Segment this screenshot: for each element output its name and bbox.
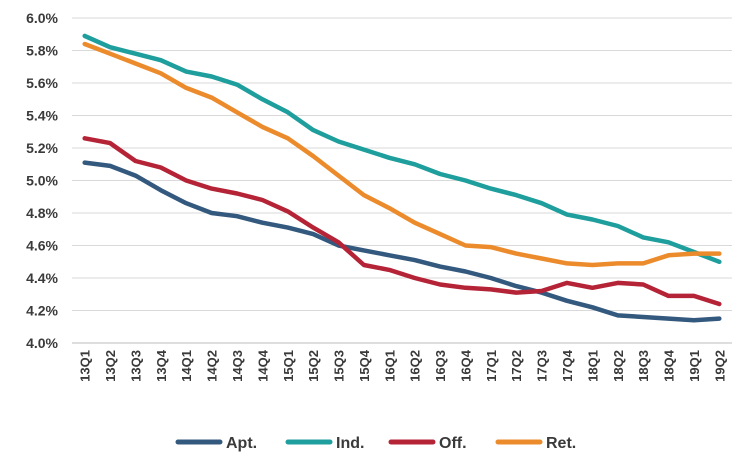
x-tick-label: 13Q3 [128,350,143,382]
series-line-off [82,136,722,307]
x-tick-label: 16Q2 [408,350,423,382]
x-tick-label: 15Q1 [281,350,296,382]
y-tick-label: 5.8% [26,43,58,59]
y-tick-label: 5.6% [26,75,58,91]
legend-label: Ret. [546,435,576,452]
series-lines [82,33,722,323]
y-tick-label: 5.2% [26,140,58,156]
y-axis-ticks: 4.0% 4.2% 4.4% 4.6% 4.8% 5.0% 5.2% 5.4% 5.6% 5.8%… [26,10,58,351]
x-tick-label: 19Q1 [687,350,702,382]
x-tick-label: 13Q4 [154,349,169,382]
x-tick-label: 13Q2 [103,350,118,382]
x-tick-label: 14Q1 [179,350,194,382]
x-tick-label: 15Q4 [357,349,372,382]
x-tick-label: 14Q2 [205,350,220,382]
legend-label: Off. [439,435,467,452]
y-tick-label: 5.0% [26,173,58,189]
x-tick-label: 18Q2 [611,350,626,382]
x-tick-label: 13Q1 [78,350,93,382]
x-tick-label: 17Q1 [484,350,499,382]
x-tick-label: 14Q3 [230,350,245,382]
y-tick-label: 4.8% [26,205,58,221]
x-tick-label: 17Q4 [560,349,575,382]
y-tick-label: 4.6% [26,238,58,254]
y-tick-label: 4.4% [26,270,58,286]
x-tick-label: 18Q1 [585,350,600,382]
series-line-apt [82,160,722,323]
x-tick-label: 15Q3 [332,350,347,382]
x-tick-label: 14Q4 [255,349,270,382]
x-axis-ticks: 13Q1 13Q2 13Q3 13Q4 14Q1 14Q2 14Q3 14Q4 15Q1 15Q2… [78,349,728,382]
legend-label: Apt. [226,435,257,452]
legend: Apt. Ind. Off. Ret. [175,435,576,452]
x-tick-label: 15Q2 [306,350,321,382]
x-tick-label: 16Q3 [433,350,448,382]
x-tick-label: 19Q2 [712,350,727,382]
x-tick-label: 16Q1 [382,350,397,382]
y-tick-label: 4.2% [26,303,58,319]
y-tick-label: 4.0% [26,335,58,351]
y-tick-label: 6.0% [26,10,58,26]
legend-label: Ind. [336,435,364,452]
series-line-ind [82,33,722,265]
y-tick-label: 5.4% [26,108,58,124]
x-tick-label: 17Q3 [535,350,550,382]
x-tick-label: 18Q3 [636,350,651,382]
x-tick-label: 17Q2 [509,350,524,382]
x-tick-label: 16Q4 [458,349,473,382]
x-tick-label: 18Q4 [662,349,677,382]
series-line-ret [82,41,722,268]
